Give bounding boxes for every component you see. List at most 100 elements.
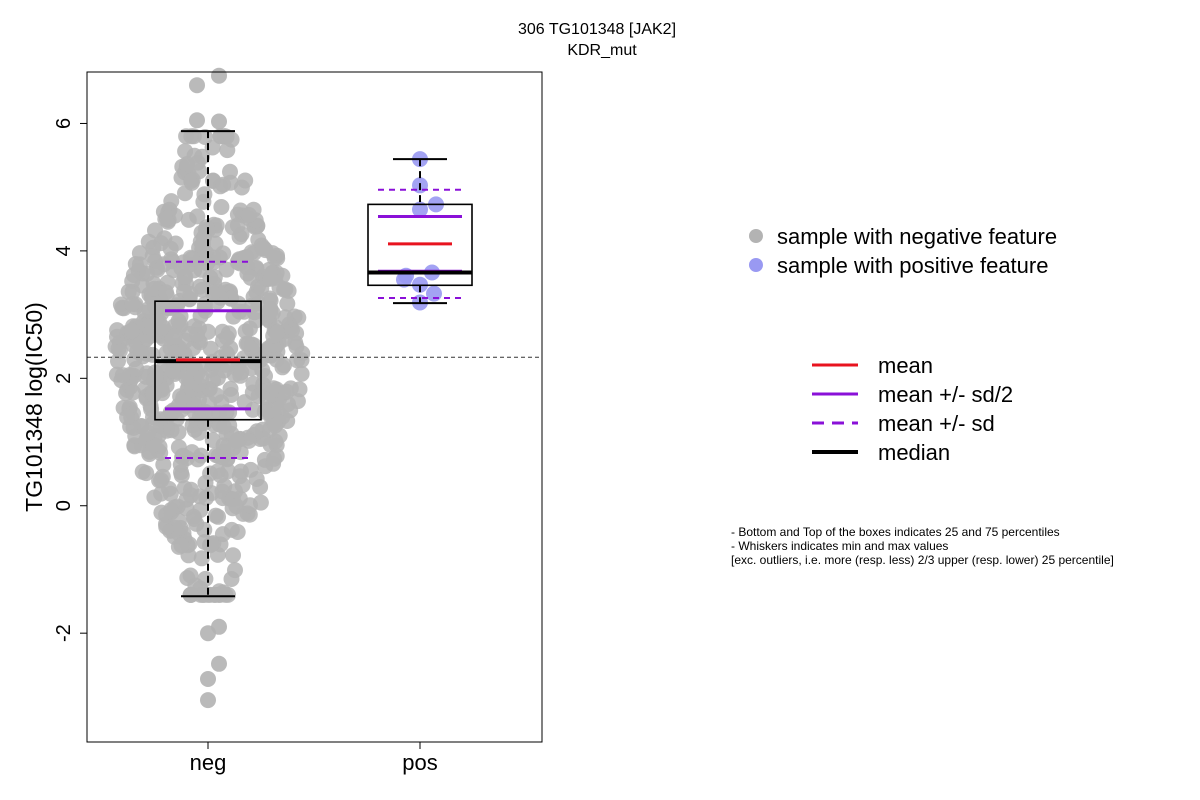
- neg-point: [224, 219, 241, 236]
- neg-point: [209, 370, 226, 386]
- y-tick-label: -2: [53, 624, 75, 642]
- legend-points: sample with negative feature sample with …: [749, 224, 1057, 278]
- neg-point: [242, 497, 258, 514]
- neg-point: [262, 300, 279, 317]
- neg-point: [228, 432, 245, 449]
- plot-area: -2 0 2 4 6 neg pos: [53, 67, 543, 775]
- neg-point: [241, 207, 257, 223]
- neg-point: [215, 332, 231, 349]
- neg-point: [170, 397, 187, 414]
- neg-point: [214, 526, 231, 543]
- neg-point: [194, 148, 211, 165]
- neg-point: [238, 335, 255, 352]
- neg-point: [153, 472, 170, 489]
- neg-point: [256, 403, 273, 420]
- neg-outlier-point: [189, 77, 205, 94]
- neg-point: [236, 394, 253, 411]
- neg-point: [233, 463, 249, 480]
- neg-point: [158, 284, 174, 301]
- neg-point: [211, 416, 228, 433]
- y-axis: -2 0 2 4 6: [53, 118, 87, 642]
- neg-point: [123, 322, 140, 339]
- neg-point: [179, 156, 196, 172]
- neg-point: [267, 433, 284, 450]
- neg-point: [257, 368, 273, 384]
- neg-point: [140, 233, 157, 250]
- box-neg: [154, 130, 262, 598]
- neg-point: [203, 536, 220, 552]
- neg-point: [262, 270, 279, 287]
- neg-point: [293, 352, 310, 369]
- neg-point: [128, 360, 145, 377]
- neg-point: [189, 208, 206, 225]
- neg-point: [222, 174, 239, 191]
- neg-point: [177, 185, 193, 202]
- neg-point: [167, 235, 184, 252]
- neg-point: [124, 295, 141, 312]
- neg-points: [107, 67, 311, 709]
- pos-point: [412, 201, 428, 218]
- neg-point: [191, 163, 208, 180]
- neg-point: [288, 338, 305, 355]
- neg-point: [223, 571, 240, 587]
- neg-point: [198, 489, 215, 506]
- neg-point: [266, 450, 283, 467]
- neg-point: [293, 365, 310, 382]
- legend-line-label: median: [878, 440, 950, 465]
- neg-point: [127, 256, 144, 272]
- neg-point: [143, 401, 160, 418]
- neg-point: [172, 456, 189, 473]
- neg-point: [278, 383, 295, 400]
- neg-point: [279, 295, 296, 312]
- neg-point: [265, 327, 282, 344]
- neg-point: [114, 367, 131, 384]
- neg-point: [225, 547, 241, 564]
- neg-point: [267, 417, 284, 434]
- neg-outlier-point: [211, 113, 227, 130]
- note-line: - Whiskers indicates min and max values: [731, 539, 948, 553]
- legend-lines: mean mean +/- sd/2 mean +/- sd median: [812, 353, 1013, 465]
- neg-point: [145, 436, 162, 453]
- x-tick-label: neg: [190, 750, 227, 775]
- neg-point: [288, 325, 305, 342]
- neg-point: [233, 364, 250, 381]
- neg-point: [206, 269, 223, 286]
- neg-point: [173, 260, 190, 277]
- pos-point: [426, 285, 442, 302]
- neg-point: [241, 320, 258, 337]
- neg-point: [119, 409, 136, 426]
- neg-point: [228, 498, 245, 515]
- y-tick-label: 6: [53, 118, 75, 129]
- neg-point: [140, 318, 157, 335]
- neg-point: [183, 586, 200, 603]
- neg-point: [217, 586, 234, 603]
- neg-point: [274, 359, 291, 376]
- y-tick-label: 4: [53, 245, 75, 256]
- neg-point: [170, 424, 187, 441]
- x-axis: neg pos: [190, 742, 438, 775]
- neg-point: [255, 240, 272, 257]
- neg-point: [213, 199, 230, 215]
- x-tick-label: pos: [402, 750, 437, 775]
- neg-point: [192, 233, 209, 250]
- legend-line-label: mean +/- sd/2: [878, 382, 1013, 407]
- neg-point: [145, 386, 162, 403]
- y-axis-label: TG101348 log(IC50): [21, 302, 47, 512]
- neg-point: [211, 249, 228, 266]
- neg-point: [250, 295, 267, 312]
- neg-point: [209, 463, 226, 480]
- neg-point: [182, 285, 199, 302]
- note-line: - Bottom and Top of the boxes indicates …: [731, 525, 1060, 539]
- neg-point: [237, 172, 254, 189]
- legend-line-label: mean +/- sd: [878, 411, 995, 436]
- notes: - Bottom and Top of the boxes indicates …: [731, 525, 1114, 567]
- neg-point: [242, 269, 259, 286]
- legend-point-marker: [749, 258, 763, 272]
- neg-point: [240, 432, 257, 449]
- neg-point: [110, 340, 127, 357]
- legend-point-label: sample with negative feature: [777, 224, 1057, 249]
- y-tick-label: 0: [53, 500, 75, 511]
- neg-point: [277, 281, 294, 298]
- neg-point: [144, 247, 161, 264]
